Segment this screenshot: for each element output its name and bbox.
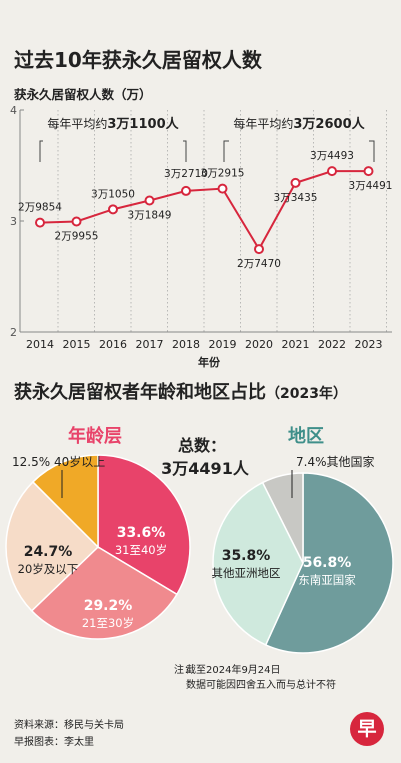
total-value: 3万4491人: [161, 459, 249, 478]
slice-percent: 35.8%: [222, 548, 271, 564]
x-tick-label: 2017: [136, 338, 164, 351]
slice-percent: 33.6%: [117, 525, 166, 541]
section-title-year: （2023年）: [266, 386, 347, 402]
data-label: 2万7470: [237, 258, 281, 270]
data-label: 3万1050: [91, 188, 135, 200]
pie-slice: [30, 546, 178, 640]
slice-label: 40岁以上: [54, 454, 105, 469]
source-text: 资料来源：移民与关卡局: [14, 720, 124, 731]
data-point: [217, 183, 228, 194]
pie-slice: [261, 472, 304, 564]
line-chart: 2 3 4 2014 2015 2016 2017 2018 2019 2020 2021 2022 2…: [10, 104, 393, 369]
y-tick-label: 3: [10, 215, 17, 228]
x-tick-label: 2023: [355, 338, 383, 351]
data-label: 3万3435: [274, 192, 318, 204]
x-tick-label: 2015: [63, 338, 91, 351]
data-point: [363, 166, 374, 177]
callout-label: 7.4%其他国家: [296, 454, 375, 469]
slice-label: 其他亚洲地区: [212, 566, 281, 580]
data-label: 3万1849: [128, 209, 172, 221]
section-title: 获永久居留权者年龄和地区占比（2023年）: [14, 378, 347, 404]
credit-text: 早报图表：李太里: [14, 737, 94, 748]
x-tick-label: 2019: [209, 338, 237, 351]
data-point: [144, 195, 155, 206]
page-title: 过去10年获永久居留权人数: [14, 48, 262, 72]
zaobao-logo: 早: [350, 712, 384, 746]
series-line: [39, 170, 369, 252]
data-point: [181, 185, 191, 196]
region-pie-title: 地区: [288, 426, 324, 447]
slice-label: 31至40岁: [115, 543, 167, 557]
x-tick-label: 2016: [99, 338, 127, 351]
slice-label: 21至30岁: [82, 616, 134, 630]
y-tick-label: 2: [10, 326, 17, 339]
slice-label: 其他国家: [327, 454, 375, 469]
average-annotation: 每年平均约3万2600人: [233, 116, 365, 132]
data-label: 3万2710: [164, 168, 208, 180]
pie-slice: [212, 481, 304, 646]
y-tick-label: 4: [10, 104, 17, 117]
data-label: 3万2915: [201, 168, 245, 180]
data-point: [254, 244, 264, 255]
average-annotation: 每年平均约3万1100人: [47, 116, 179, 132]
slice-percent: 24.7%: [24, 544, 73, 560]
data-label: 2万9854: [18, 202, 62, 214]
x-tick-label: 2021: [282, 338, 310, 351]
data-label: 3万4493: [310, 150, 354, 162]
y-axis-label: 获永久居留权人数（万）: [14, 87, 152, 102]
slice-percent: 56.8%: [303, 555, 352, 571]
slice-label: 20岁及以下: [18, 562, 79, 576]
total-label: 总数：: [177, 436, 226, 455]
section-title-main: 获永久居留权者年龄和地区占比: [14, 382, 266, 403]
pie-slice: [31, 454, 99, 549]
average-prefix: 每年平均约: [47, 116, 107, 131]
average-value: 3万1100人: [107, 116, 179, 132]
data-point: [71, 216, 82, 227]
average-bracket: [223, 140, 375, 162]
age-pie-title: 年龄层: [68, 426, 122, 447]
slice-percent: 12.5%: [12, 455, 54, 469]
x-tick-label: 2018: [172, 338, 200, 351]
data-label: 2万9955: [55, 230, 99, 242]
average-prefix: 每年平均约: [233, 116, 293, 131]
slice-percent: 7.4%: [296, 455, 327, 469]
x-tick-label: 2014: [26, 338, 54, 351]
note-line-1: 截至2024年9月24日: [186, 665, 281, 676]
data-point: [108, 204, 118, 215]
note-prefix: 注：: [174, 665, 194, 676]
pie-slice: [264, 472, 394, 654]
data-label: 3万4491: [349, 180, 393, 192]
x-tick-label: 2020: [245, 338, 273, 351]
average-value: 3万2600人: [293, 116, 365, 132]
pie-slice: [5, 480, 100, 612]
x-axis-label: 年份: [198, 355, 221, 369]
callout-label: 12.5% 40岁以上: [12, 454, 105, 469]
note-line-2: 数据可能因四舍五入而与总计不符: [186, 680, 336, 691]
data-point: [290, 177, 301, 188]
slice-label: 东南亚国家: [298, 573, 356, 587]
slice-percent: 29.2%: [84, 598, 133, 614]
average-bracket: [39, 140, 187, 162]
data-point: [35, 217, 45, 228]
data-point: [327, 166, 337, 177]
x-tick-label: 2022: [318, 338, 346, 351]
